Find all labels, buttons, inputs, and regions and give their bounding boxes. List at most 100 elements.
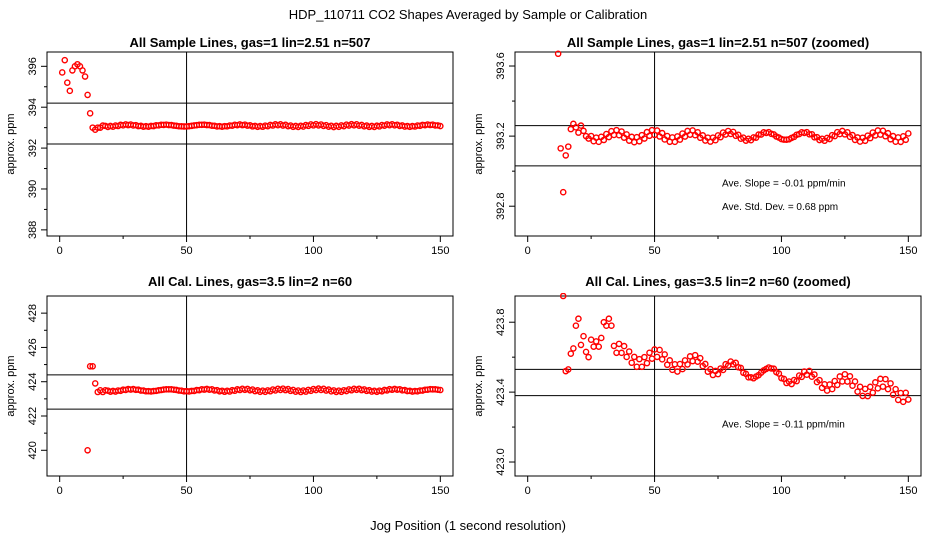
data-point <box>879 383 887 390</box>
data-point <box>899 398 907 406</box>
data-point <box>564 366 572 373</box>
y-tick-label: 393.2 <box>495 122 507 150</box>
y-tick-label: 424 <box>27 373 39 391</box>
data-point <box>666 357 674 364</box>
data-point <box>905 396 912 403</box>
data-point <box>564 143 572 150</box>
data-point <box>625 348 633 355</box>
data-point <box>64 79 71 86</box>
x-tick-label: 50 <box>180 485 192 497</box>
data-point <box>816 376 823 384</box>
y-tick-label: 392.8 <box>495 192 507 220</box>
data-point <box>646 349 653 357</box>
y-tick-label: 420 <box>27 441 39 459</box>
series-points <box>554 50 912 196</box>
data-point <box>636 137 643 145</box>
data-point <box>691 351 699 359</box>
panel-title: All Cal. Lines, gas=3.5 lin=2 n=60 (zoom… <box>585 274 851 289</box>
data-point <box>866 383 874 391</box>
data-point <box>557 145 564 152</box>
data-point <box>597 334 605 342</box>
data-point <box>806 130 813 138</box>
figure-xlabel: Jog Position (1 second resolution) <box>370 518 566 533</box>
x-tick-label: 100 <box>772 485 790 497</box>
data-point <box>811 134 818 141</box>
x-tick-label: 100 <box>304 245 322 257</box>
data-point <box>854 388 861 395</box>
data-point <box>641 135 648 142</box>
y-axis-label: approx. ppm <box>5 113 17 174</box>
data-point <box>674 368 681 375</box>
data-point <box>671 138 679 146</box>
x-tick-label: 50 <box>180 245 192 257</box>
data-point <box>84 91 91 99</box>
data-point <box>623 353 630 361</box>
x-tick-label: 150 <box>899 485 917 497</box>
panel-title: All Sample Lines, gas=1 lin=2.51 n=507 (… <box>567 35 869 50</box>
y-tick-label: 396 <box>27 57 39 75</box>
data-point <box>567 350 575 357</box>
data-point <box>714 370 722 378</box>
data-point <box>902 136 910 144</box>
x-tick-label: 0 <box>525 485 531 497</box>
data-point <box>696 354 704 362</box>
y-tick-label: 428 <box>27 304 39 322</box>
data-point <box>585 353 592 361</box>
plot-frame <box>46 295 454 477</box>
x-tick-label: 0 <box>57 485 63 497</box>
data-point <box>643 359 651 367</box>
panel-title: All Sample Lines, gas=1 lin=2.51 n=507 <box>130 35 371 50</box>
data-point <box>91 380 99 387</box>
data-point <box>434 386 442 394</box>
data-point <box>605 315 613 323</box>
y-tick-label: 423.8 <box>495 308 507 336</box>
data-point <box>689 357 696 365</box>
data-point <box>719 366 727 374</box>
annotation: Ave. Slope = -0.01 ppm/min <box>722 178 846 189</box>
data-point <box>615 340 623 348</box>
data-point <box>884 385 892 393</box>
data-point <box>61 56 69 64</box>
data-point <box>628 359 636 367</box>
panel-bottom-left: All Cal. Lines, gas=3.5 lin=2 n=60 approx… <box>5 274 454 497</box>
data-point <box>638 363 646 371</box>
annotation: Ave. Std. Dev. = 0.68 ppm <box>722 202 838 213</box>
data-point <box>580 332 587 340</box>
panel-top-left: All Sample Lines, gas=1 lin=2.51 n=507 ap… <box>5 35 454 257</box>
data-point <box>833 381 841 389</box>
y-tick-label: 422 <box>27 407 39 425</box>
data-point <box>618 128 625 135</box>
x-tick-label: 150 <box>431 485 449 497</box>
data-point <box>902 389 910 397</box>
x-tick-label: 150 <box>899 245 917 257</box>
data-point <box>86 110 94 117</box>
data-point <box>684 361 691 368</box>
data-point <box>562 152 570 159</box>
data-point <box>84 446 91 454</box>
y-tick-label: 423.4 <box>495 378 507 406</box>
data-point <box>846 372 854 380</box>
data-point <box>699 132 707 139</box>
data-point <box>89 362 96 370</box>
data-point <box>679 365 686 373</box>
data-point <box>811 371 818 378</box>
data-point <box>58 69 66 76</box>
y-tick-label: 423.0 <box>495 448 507 476</box>
data-point <box>554 50 562 58</box>
data-point <box>572 322 580 330</box>
data-point <box>793 377 800 385</box>
panel-bottom-right: All Cal. Lines, gas=3.5 lin=2 n=60 (zoom… <box>473 274 922 497</box>
data-point <box>767 365 775 372</box>
x-tick-label: 100 <box>304 485 322 497</box>
data-point <box>582 348 590 356</box>
panel-title: All Cal. Lines, gas=3.5 lin=2 n=60 <box>148 274 352 289</box>
data-point <box>437 122 444 130</box>
data-point <box>676 136 684 143</box>
series-points <box>58 56 444 133</box>
data-point <box>570 345 577 352</box>
y-axis-label: approx. ppm <box>5 355 17 416</box>
data-point <box>861 137 869 145</box>
y-tick-label: 392 <box>27 139 39 157</box>
panel-top-right: All Sample Lines, gas=1 lin=2.51 n=507 (… <box>473 35 922 257</box>
